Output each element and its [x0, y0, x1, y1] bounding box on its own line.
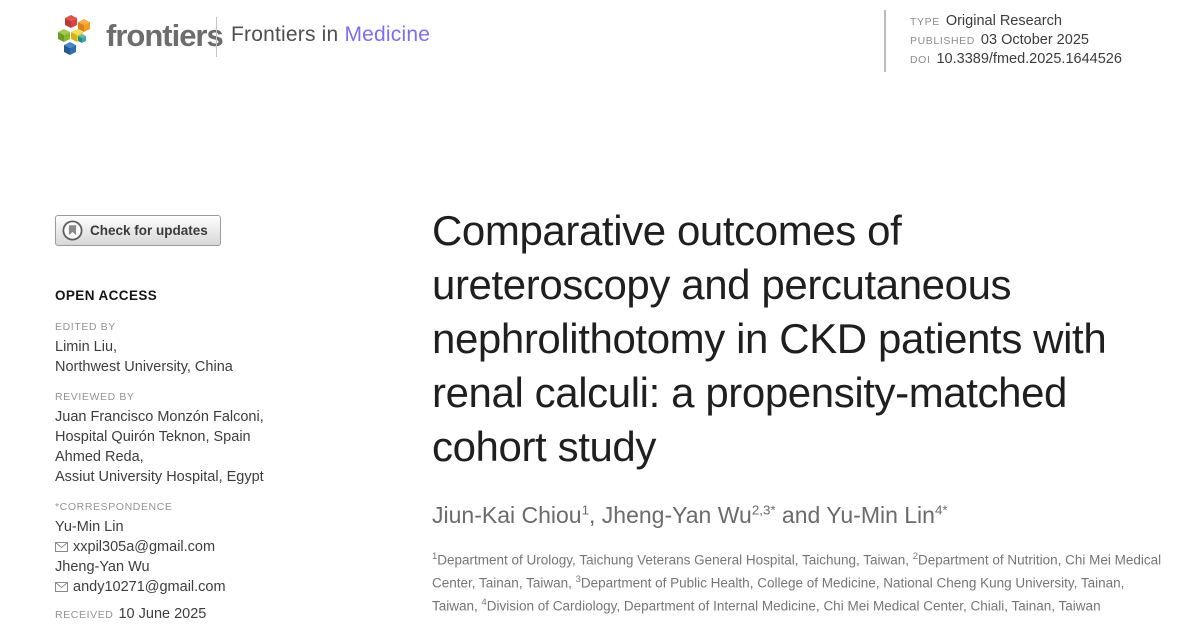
affiliations: 1Department of Urology, Taichung Veteran… [432, 547, 1164, 616]
authors-line: Jiun-Kai Chiou1, Jheng-Yan Wu2,3* and Yu… [432, 502, 1152, 529]
affiliation-marker: 3 [575, 574, 581, 585]
article-title: Comparative outcomes of ureteroscopy and… [432, 207, 1107, 470]
affiliation-text: Department of Nutrition, Chi Mei Medical… [432, 552, 1165, 591]
reviewer-affiliation: Assiut University Hospital, Egypt [55, 469, 264, 485]
journal-name[interactable]: Frontiers in Medicine [231, 23, 430, 47]
correspondence-label: *CORRESPONDENCE [55, 501, 173, 513]
affiliation-text: Division of Cardiology, Department of In… [486, 598, 1101, 614]
affiliation-marker: 4 [481, 597, 487, 608]
author[interactable]: Jiun-Kai Chiou1 [432, 502, 590, 528]
reviewed-by-section: REVIEWED BY Juan Francisco Monzón Falcon… [55, 391, 325, 487]
header-divider [216, 17, 217, 57]
author-affiliation-marker: 1 [581, 502, 590, 518]
doi-value[interactable]: 10.3389/fmed.2025.1644526 [936, 51, 1122, 67]
affiliation-marker: 1 [432, 551, 438, 562]
frontiers-logo-icon [58, 15, 90, 55]
meta-label: TYPE [910, 16, 940, 28]
crossmark-icon [62, 220, 83, 241]
correspondent-name: Yu-Min Lin [55, 519, 124, 535]
received-section: RECEIVED 10 June 2025 [55, 606, 325, 622]
journal-field: Medicine [344, 23, 431, 46]
author-affiliation-marker: 4* [934, 502, 948, 518]
reviewer-name: Ahmed Reda, [55, 449, 144, 465]
envelope-icon [55, 542, 68, 552]
correspondence-section: *CORRESPONDENCE Yu-Min Lin xxpil305a@gma… [55, 501, 325, 597]
edited-by-label: EDITED BY [55, 321, 116, 333]
author-separator: , [589, 502, 602, 528]
meta-value: Original Research [945, 13, 1062, 29]
correspondent-email[interactable]: andy10271@gmail.com [73, 579, 226, 595]
affiliation-text: Department of Public Health, College of … [432, 575, 1128, 614]
author-separator: and [775, 502, 827, 528]
received-label: RECEIVED [55, 609, 114, 621]
envelope-icon [55, 582, 68, 592]
edited-by-section: EDITED BY Limin Liu, Northwest Universit… [55, 321, 325, 377]
correspondent-email[interactable]: xxpil305a@gmail.com [73, 539, 216, 555]
author[interactable]: Jheng-Yan Wu2,3* [601, 502, 776, 528]
reviewer-affiliation: Hospital Quirón Teknon, Spain [55, 429, 251, 445]
frontiers-wordmark: frontiers [106, 18, 224, 53]
meta-row-published: PUBLISHED 03 October 2025 [910, 32, 1122, 48]
open-access-badge: OPEN ACCESS [55, 288, 158, 303]
correspondent-name: Jheng-Yan Wu [55, 559, 150, 575]
received-date: 10 June 2025 [118, 606, 207, 622]
meta-label: DOI [910, 54, 931, 66]
correspondent-email-row: xxpil305a@gmail.com [55, 537, 325, 557]
author-affiliation-marker: 2,3* [751, 502, 776, 518]
meta-row-type: TYPE Original Research [910, 13, 1122, 29]
check-for-updates-label: Check for updates [90, 223, 208, 238]
reviewed-by-label: REVIEWED BY [55, 391, 135, 403]
correspondent-email-row: andy10271@gmail.com [55, 577, 325, 597]
affiliation-text: Department of Urology, Taichung Veterans… [437, 552, 913, 568]
journal-prefix: Frontiers in [231, 23, 345, 46]
check-for-updates-button[interactable]: Check for updates [55, 215, 221, 246]
meta-row-doi: DOI 10.3389/fmed.2025.1644526 [910, 51, 1122, 67]
meta-label: PUBLISHED [910, 35, 975, 47]
meta-divider [884, 10, 886, 72]
reviewer-name: Juan Francisco Monzón Falconi, [55, 409, 264, 425]
affiliation-marker: 2 [912, 551, 919, 562]
editor-affiliation: Northwest University, China [55, 359, 233, 375]
author[interactable]: Yu-Min Lin4* [826, 502, 948, 528]
editor-name: Limin Liu, [55, 339, 118, 355]
frontiers-brand[interactable]: frontiers [52, 12, 224, 60]
article-meta: TYPE Original Research PUBLISHED 03 Octo… [910, 13, 1122, 70]
meta-value: 03 October 2025 [980, 32, 1089, 48]
